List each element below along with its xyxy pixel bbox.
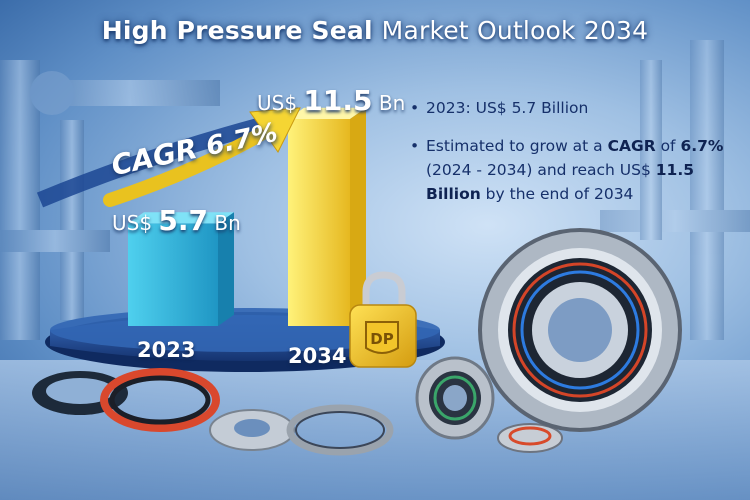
info-text-b: of xyxy=(655,137,681,155)
info-bullet-2023: 2023: US$ 5.7 Billion xyxy=(410,96,740,120)
bar-2023-currency: US$ xyxy=(112,211,153,235)
padlock-icon: DP xyxy=(349,271,417,368)
year-2034: 2034 xyxy=(288,344,347,368)
pipes-left xyxy=(0,60,220,340)
bar-2023-label: US$ 5.7 Bn xyxy=(112,204,241,237)
info-bold-cagr: CAGR xyxy=(607,137,656,155)
bar-2023 xyxy=(128,212,234,326)
bar-2034-currency: US$ xyxy=(257,91,298,115)
info-text-a: Estimated to grow at a xyxy=(426,137,608,155)
info-text-c: (2024 - 2034) and reach US$ xyxy=(426,161,656,179)
info-line-2023: 2023: US$ 5.7 Billion xyxy=(426,99,589,117)
bar-2034-label: US$ 11.5 Bn xyxy=(257,84,405,117)
growth-arrow xyxy=(103,107,301,207)
title-highlight: High Pressure Seal xyxy=(101,16,373,45)
bar-2023-unit: Bn xyxy=(214,211,241,235)
bar-2034 xyxy=(288,107,366,326)
title-rest: Market Outlook 2034 xyxy=(381,16,649,45)
info-bold-value: 11.5 Billion xyxy=(426,161,695,203)
info-panel: 2023: US$ 5.7 Billion Estimated to grow … xyxy=(410,96,740,220)
info-bullet-forecast: Estimated to grow at a CAGR of 6.7% (202… xyxy=(410,134,740,206)
seal-rings xyxy=(32,368,394,456)
page-title: High Pressure Seal Market Outlook 2034 xyxy=(0,16,750,45)
year-2023: 2023 xyxy=(137,338,196,362)
bar-2034-value: 11.5 xyxy=(303,84,373,117)
bar-2034-unit: Bn xyxy=(378,91,406,115)
info-text-d: by the end of 2034 xyxy=(480,185,634,203)
bar-2023-value: 5.7 xyxy=(158,204,209,237)
bearings xyxy=(415,228,682,453)
svg-text:DP: DP xyxy=(370,330,393,348)
info-bold-rate: 6.7% xyxy=(680,137,724,155)
